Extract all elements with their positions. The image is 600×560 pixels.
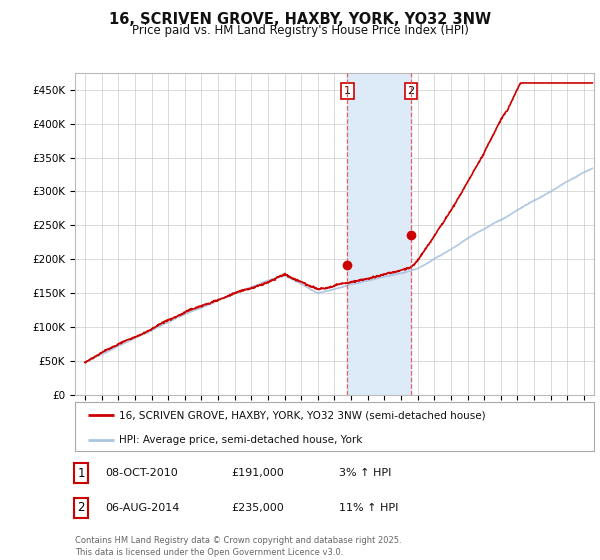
Text: 16, SCRIVEN GROVE, HAXBY, YORK, YO32 3NW (semi-detached house): 16, SCRIVEN GROVE, HAXBY, YORK, YO32 3NW… — [119, 410, 486, 421]
Text: 06-AUG-2014: 06-AUG-2014 — [105, 503, 179, 513]
Text: 1: 1 — [344, 86, 351, 96]
Bar — [347, 73, 411, 395]
Text: 11% ↑ HPI: 11% ↑ HPI — [339, 503, 398, 513]
Text: HPI: Average price, semi-detached house, York: HPI: Average price, semi-detached house,… — [119, 435, 362, 445]
Text: £191,000: £191,000 — [231, 468, 284, 478]
Text: 3% ↑ HPI: 3% ↑ HPI — [339, 468, 391, 478]
Text: 2: 2 — [77, 501, 85, 515]
Text: Contains HM Land Registry data © Crown copyright and database right 2025.
This d: Contains HM Land Registry data © Crown c… — [75, 536, 401, 557]
Text: Price paid vs. HM Land Registry's House Price Index (HPI): Price paid vs. HM Land Registry's House … — [131, 24, 469, 36]
Text: 2: 2 — [407, 86, 415, 96]
Text: 1: 1 — [77, 466, 85, 480]
Text: 16, SCRIVEN GROVE, HAXBY, YORK, YO32 3NW: 16, SCRIVEN GROVE, HAXBY, YORK, YO32 3NW — [109, 12, 491, 27]
Text: £235,000: £235,000 — [231, 503, 284, 513]
Text: 08-OCT-2010: 08-OCT-2010 — [105, 468, 178, 478]
